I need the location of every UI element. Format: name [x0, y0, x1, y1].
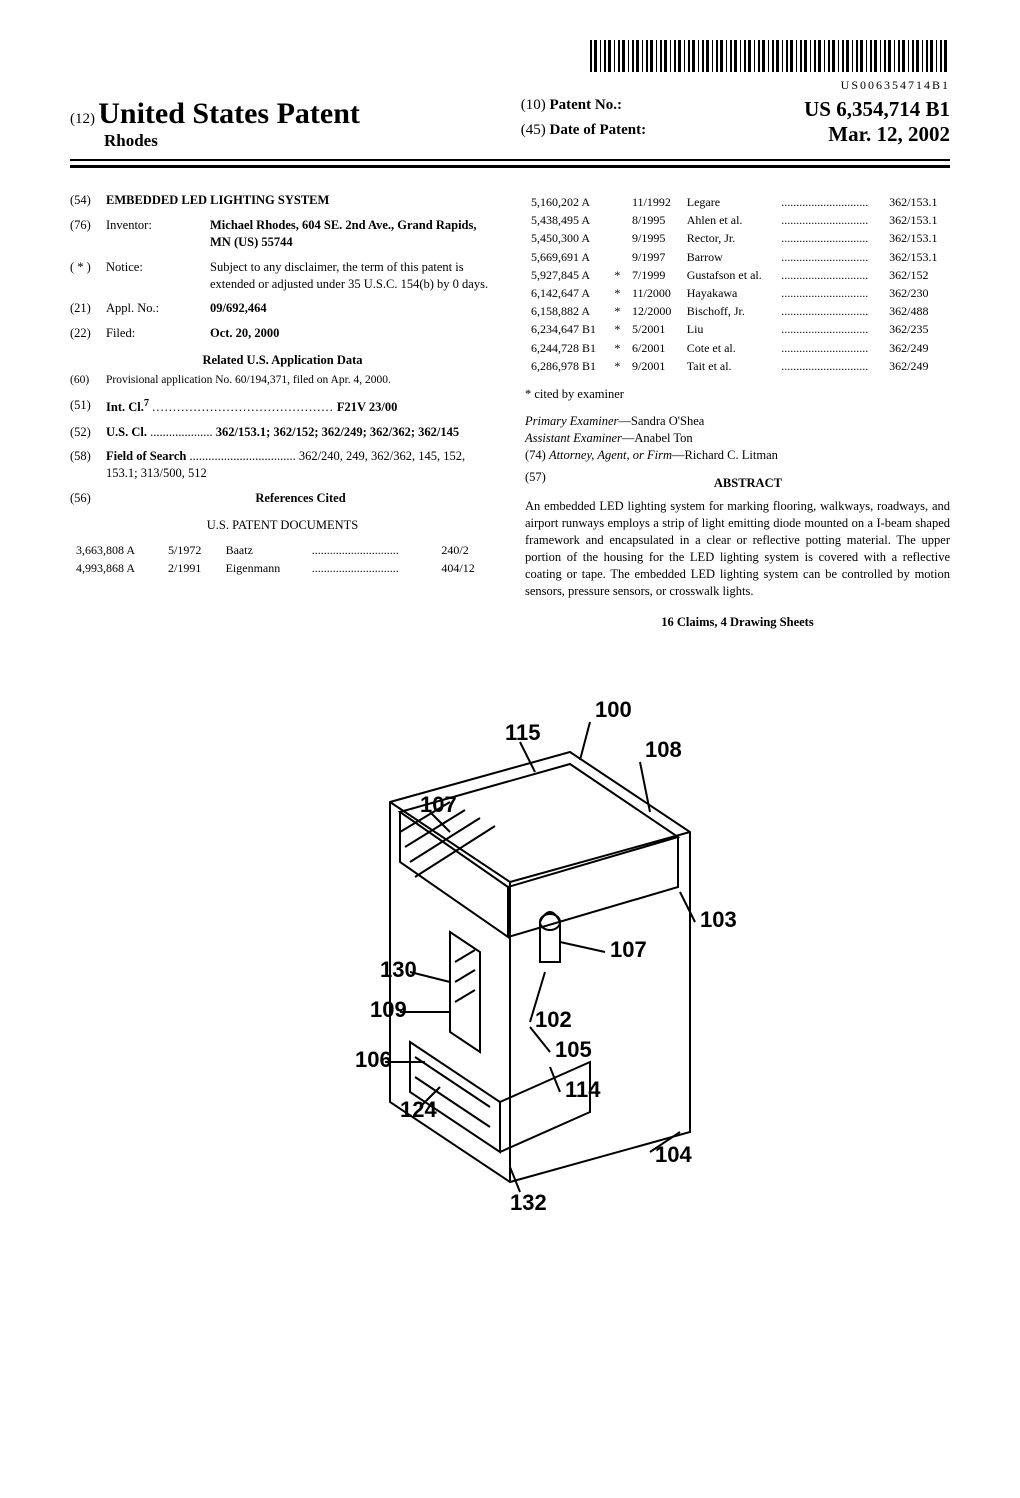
uscl-line: U.S. Cl. .................... 362/153.1;…	[106, 424, 459, 441]
intcl-line: Int. Cl.7 F21V 23/00	[106, 397, 397, 416]
figure-label: 130	[380, 957, 417, 982]
reference-row: 5,927,845 A*7/1999Gustafson et al.362/15…	[527, 267, 948, 283]
header-rule	[70, 165, 950, 168]
patent-no-prefix: (10)	[521, 97, 546, 122]
figure-label: 114	[565, 1077, 601, 1102]
barcode-region: US006354714B1	[70, 40, 950, 93]
figure-label: 107	[420, 792, 457, 817]
barcode-graphic	[590, 40, 950, 72]
inventor-label: Inventor:	[106, 217, 210, 251]
attorney-line: (74) Attorney, Agent, or Firm—Richard C.…	[525, 447, 950, 464]
figure-label: 124	[400, 1097, 437, 1122]
header-left: (12) United States Patent Rhodes	[70, 97, 521, 151]
figure-label: 132	[510, 1190, 547, 1215]
reference-row: 5,450,300 A9/1995Rector, Jr.362/153.1	[527, 230, 948, 246]
filed-num: (22)	[70, 325, 106, 342]
refs-title: References Cited	[106, 490, 495, 507]
patent-date: Mar. 12, 2002	[646, 122, 950, 147]
filed-label: Filed:	[106, 325, 210, 342]
header-row: (12) United States Patent Rhodes (10) Pa…	[70, 97, 950, 161]
claims-line: 16 Claims, 4 Drawing Sheets	[525, 614, 950, 631]
reference-row: 3,663,808 A5/1972Baatz240/2	[72, 542, 493, 558]
doc-type: United States Patent	[98, 97, 360, 130]
figure-label: 103	[700, 907, 737, 932]
us-docs-title: U.S. PATENT DOCUMENTS	[70, 517, 495, 534]
patent-no-label: Patent No.:	[549, 97, 621, 122]
header-inventor: Rhodes	[70, 131, 521, 151]
figure-label: 100	[595, 697, 632, 722]
reference-row: 6,234,647 B1*5/2001Liu362/235	[527, 321, 948, 337]
figure-label: 107	[610, 937, 647, 962]
notice-text: Subject to any disclaimer, the term of t…	[210, 259, 495, 293]
patent-no: US 6,354,714 B1	[622, 97, 950, 122]
date-label: Date of Patent:	[549, 122, 646, 147]
date-prefix: (45)	[521, 122, 546, 147]
inventor-num: (76)	[70, 217, 106, 251]
header-right: (10) Patent No.: US 6,354,714 B1 (45) Da…	[521, 97, 950, 151]
intcl-num: (51)	[70, 397, 106, 416]
figure-label: 102	[535, 1007, 572, 1032]
abstract-num: (57)	[525, 469, 546, 498]
figure-label: 108	[645, 737, 682, 762]
figure-label: 104	[655, 1142, 692, 1167]
abstract-text: An embedded LED lighting system for mark…	[525, 498, 950, 599]
reference-row: 5,669,691 A9/1997Barrow362/153.1	[527, 249, 948, 265]
doc-type-prefix: (12)	[70, 111, 95, 127]
refs-right-table: 5,160,202 A11/1992Legare362/153.1 5,438,4…	[525, 192, 950, 376]
assistant-examiner: Assistant Examiner—Anabel Ton	[525, 430, 950, 447]
reference-row: 6,286,978 B1*9/2001Tait et al.362/249	[527, 358, 948, 374]
notice-label: Notice:	[106, 259, 210, 293]
barcode-number: US006354714B1	[70, 78, 950, 93]
notice-num: ( * )	[70, 259, 106, 293]
prov-num: (60)	[70, 373, 106, 389]
reference-row: 5,438,495 A8/1995Ahlen et al.362/153.1	[527, 212, 948, 228]
reference-row: 4,993,868 A2/1991Eigenmann404/12	[72, 560, 493, 576]
abstract-title: ABSTRACT	[546, 475, 950, 492]
figure-label: 106	[355, 1047, 392, 1072]
reference-row: 5,160,202 A11/1992Legare362/153.1	[527, 194, 948, 210]
uscl-num: (52)	[70, 424, 106, 441]
primary-examiner: Primary Examiner—Sandra O'Shea	[525, 413, 950, 430]
figure-label: 109	[370, 997, 407, 1022]
refs-num: (56)	[70, 490, 106, 507]
figure-label: 115	[505, 720, 541, 745]
reference-row: 6,142,647 A*11/2000Hayakawa362/230	[527, 285, 948, 301]
fos-line: Field of Search ........................…	[106, 448, 495, 482]
cited-note: * cited by examiner	[525, 386, 950, 403]
appl-label: Appl. No.:	[106, 300, 210, 317]
body-columns: (54) EMBEDDED LED LIGHTING SYSTEM (76) I…	[70, 192, 950, 630]
reference-row: 6,244,728 B1*6/2001Cote et al.362/249	[527, 340, 948, 356]
right-column: 5,160,202 A11/1992Legare362/153.1 5,438,4…	[525, 192, 950, 630]
appl-value: 09/692,464	[210, 300, 267, 317]
figure-label: 105	[555, 1037, 592, 1062]
reference-row: 6,158,882 A*12/2000Bischoff, Jr.362/488	[527, 303, 948, 319]
prov-text: Provisional application No. 60/194,371, …	[106, 373, 495, 389]
invention-title: EMBEDDED LED LIGHTING SYSTEM	[106, 192, 329, 209]
filed-value: Oct. 20, 2000	[210, 325, 279, 342]
fos-num: (58)	[70, 448, 106, 482]
related-data-title: Related U.S. Application Data	[70, 352, 495, 369]
inventor-value: Michael Rhodes, 604 SE. 2nd Ave., Grand …	[210, 217, 495, 251]
left-column: (54) EMBEDDED LED LIGHTING SYSTEM (76) I…	[70, 192, 495, 630]
refs-left-table: 3,663,808 A5/1972Baatz240/2 4,993,868 A2/…	[70, 540, 495, 578]
title-num: (54)	[70, 192, 106, 209]
patent-figure: 100 115 108 107 107 103 130 109 106 102 105 124 114 1…	[70, 662, 950, 1226]
appl-num: (21)	[70, 300, 106, 317]
